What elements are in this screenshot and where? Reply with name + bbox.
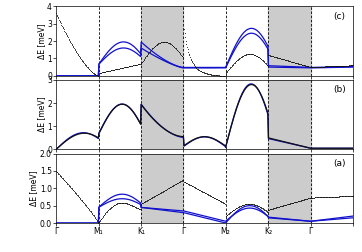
Bar — [141, 80, 184, 149]
Y-axis label: ΔE [meV]: ΔE [meV] — [37, 23, 46, 59]
Y-axis label: ΔE [meV]: ΔE [meV] — [37, 97, 46, 133]
Text: (c): (c) — [333, 12, 345, 21]
Y-axis label: ΔE [meV]: ΔE [meV] — [29, 170, 38, 206]
Text: (b): (b) — [333, 85, 345, 94]
Text: (a): (a) — [333, 159, 345, 168]
Bar — [268, 80, 311, 149]
Bar — [268, 153, 311, 223]
Bar — [268, 6, 311, 76]
Bar — [141, 6, 184, 76]
Bar — [141, 153, 184, 223]
